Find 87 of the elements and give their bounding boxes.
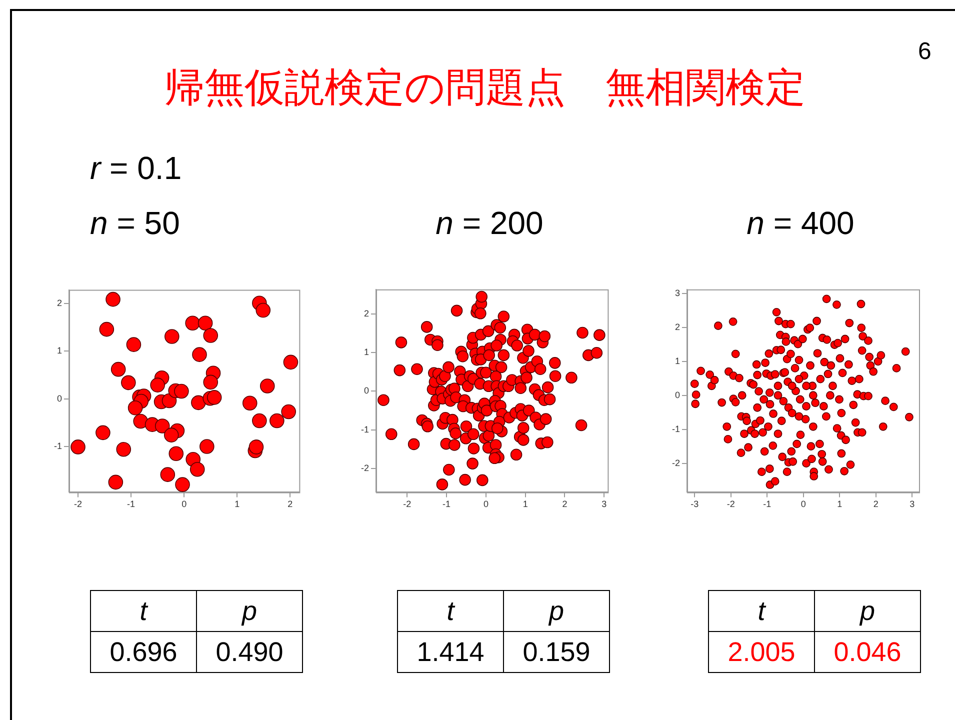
- chart-subtitle: n = 50: [90, 205, 180, 242]
- y-tick-label: 3: [674, 288, 680, 298]
- y-tick-label: -1: [360, 424, 369, 434]
- point: [126, 337, 142, 352]
- point: [133, 414, 148, 429]
- x-tick-label: 2: [288, 499, 293, 510]
- y-tick-label: 1: [56, 346, 62, 356]
- y-tick-label: 1: [674, 356, 680, 366]
- x-tick-label: 1: [234, 499, 240, 510]
- point: [203, 328, 218, 343]
- x-tick-label: 0: [182, 499, 187, 510]
- y-tick-label: 2: [674, 322, 680, 332]
- text: 0.159: [504, 632, 610, 672]
- y-tick-label: 0: [674, 390, 680, 400]
- point: [252, 413, 267, 428]
- point: [128, 400, 143, 416]
- text: 1.414: [398, 632, 504, 672]
- y-tick-label: 2: [56, 298, 62, 308]
- text: 0.046: [814, 632, 920, 672]
- text: 2.005: [708, 632, 814, 672]
- y-tick-label: 2: [364, 308, 369, 318]
- point: [248, 440, 264, 454]
- x-tick-label: 2: [873, 499, 878, 510]
- point: [108, 474, 124, 490]
- point: [203, 374, 218, 390]
- point: [200, 439, 214, 454]
- y-tick-label: 1: [364, 346, 369, 357]
- x-tick-label: -3: [690, 499, 699, 510]
- point: [256, 302, 271, 318]
- text: p: [860, 596, 876, 626]
- x-tick-label: 0: [800, 499, 806, 510]
- point: [191, 395, 206, 410]
- point: [260, 378, 275, 394]
- x-tick-label: 3: [602, 499, 607, 510]
- y-tick-label: -1: [672, 424, 680, 434]
- point: [242, 396, 258, 411]
- point: [190, 462, 205, 477]
- y-tick-label: -2: [360, 463, 369, 474]
- point: [160, 467, 176, 482]
- chart-subtitle: n = 400: [746, 205, 856, 242]
- y-tick-label: -1: [54, 440, 62, 451]
- x-tick-label: -1: [442, 499, 451, 510]
- text: t: [140, 596, 148, 626]
- point: [121, 375, 136, 390]
- point: [192, 347, 207, 362]
- x-tick-label: 0: [483, 499, 488, 510]
- x-tick-label: 3: [910, 499, 915, 510]
- point: [164, 329, 180, 344]
- point: [164, 428, 179, 442]
- text: p: [548, 596, 564, 626]
- text: 0.696: [90, 632, 196, 672]
- point: [110, 362, 126, 377]
- point: [96, 425, 110, 440]
- y-tick-label: 0: [364, 386, 369, 396]
- text: p: [242, 596, 258, 626]
- point: [175, 477, 190, 492]
- point: [174, 384, 189, 399]
- point: [70, 440, 86, 454]
- point: [154, 418, 170, 434]
- y-tick-label: 0: [56, 393, 62, 404]
- point: [99, 322, 114, 337]
- text: 帰無仮説検定の問題点 無相関検定: [164, 66, 806, 110]
- x-tick-label: -2: [726, 499, 735, 510]
- y-tick-label: -2: [672, 458, 680, 468]
- x-tick-label: 2: [562, 499, 568, 510]
- x-tick-label: -2: [74, 499, 82, 510]
- x-tick-label: -1: [763, 499, 772, 510]
- point: [281, 404, 296, 420]
- point: [206, 390, 222, 405]
- x-tick-label: -1: [127, 499, 136, 510]
- x-tick-label: 1: [522, 499, 528, 510]
- x-tick-label: 1: [837, 499, 842, 510]
- text: r = 0.1: [90, 150, 182, 187]
- point: [198, 316, 213, 331]
- point: [150, 378, 165, 392]
- point: [168, 446, 184, 462]
- point: [106, 292, 120, 307]
- chart-subtitle: n = 200: [434, 205, 544, 242]
- text: t: [758, 596, 766, 626]
- point: [116, 442, 132, 457]
- point: [283, 354, 298, 370]
- text: 0.490: [196, 632, 302, 672]
- text: 6: [918, 38, 932, 66]
- text: t: [446, 596, 454, 626]
- x-tick-label: -2: [403, 499, 412, 510]
- point: [185, 316, 200, 331]
- point: [270, 413, 284, 428]
